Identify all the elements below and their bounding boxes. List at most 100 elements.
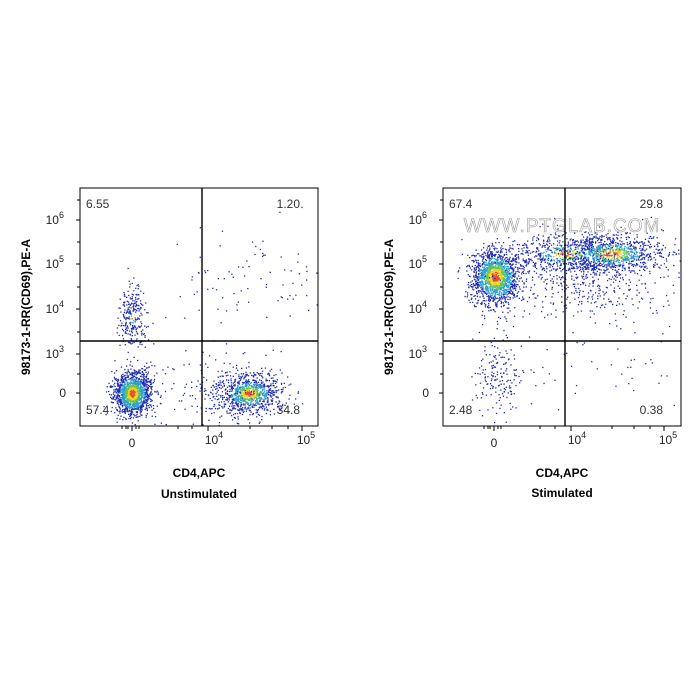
event-dot: [488, 277, 490, 280]
event-dot: [494, 262, 496, 264]
event-dot: [569, 256, 571, 258]
event-dot: [123, 386, 125, 388]
event-dot: [501, 245, 503, 247]
event-dot: [143, 383, 145, 385]
event-dot: [538, 243, 540, 245]
event-dot: [576, 255, 579, 257]
event-dot: [600, 265, 602, 267]
event-dot: [494, 278, 496, 280]
event-dot: [118, 405, 120, 408]
event-dot: [536, 255, 538, 257]
event-dot: [118, 404, 120, 406]
event-dot: [124, 404, 126, 406]
event-dot: [144, 408, 146, 411]
event-dot: [486, 249, 488, 251]
event-dot: [575, 273, 577, 276]
event-dot: [135, 287, 137, 289]
event-dot: [570, 244, 572, 246]
event-dot: [237, 409, 240, 411]
event-dot: [142, 329, 144, 331]
event-dot: [595, 252, 597, 254]
event-dot: [490, 309, 492, 311]
event-dot: [123, 403, 126, 405]
event-dot: [130, 368, 132, 370]
event-dot: [562, 258, 564, 261]
event-dot: [523, 272, 525, 274]
event-dot: [534, 265, 536, 267]
event-dot: [145, 407, 147, 409]
event-dot: [473, 268, 476, 270]
event-dot: [136, 327, 138, 329]
event-dot: [143, 378, 146, 380]
event-dot: [130, 313, 132, 316]
event-dot: [474, 284, 476, 286]
event-dot: [130, 307, 132, 309]
event-dot: [237, 409, 239, 411]
event-dot: [135, 308, 137, 311]
event-dot: [495, 264, 497, 266]
event-dot: [232, 382, 234, 384]
event-dot: [250, 396, 252, 398]
event-dot: [275, 391, 277, 394]
event-dot: [235, 397, 237, 399]
event-dot: [235, 389, 237, 391]
event-dot: [256, 391, 258, 393]
event-dot: [121, 391, 123, 393]
event-dot: [488, 304, 490, 307]
event-dot: [509, 282, 512, 284]
event-dot: [146, 381, 148, 384]
event-dot: [217, 385, 219, 387]
event-dot: [579, 254, 582, 257]
event-dot: [141, 414, 143, 416]
event-dot: [157, 392, 159, 394]
event-dot: [482, 281, 484, 283]
event-dot: [117, 414, 119, 416]
event-dot: [511, 247, 513, 250]
event-dot: [116, 400, 118, 402]
event-dot: [123, 304, 125, 306]
event-dot: [110, 401, 113, 403]
event-dot: [139, 415, 141, 418]
event-dot: [602, 251, 604, 253]
event-dot: [582, 270, 585, 272]
event-dot: [223, 383, 225, 385]
event-dot: [237, 406, 239, 408]
event-dot: [525, 247, 528, 249]
event-dot: [257, 395, 260, 397]
event-dot: [487, 254, 489, 257]
event-dot: [191, 395, 194, 397]
event-dot: [137, 401, 139, 403]
event-dot: [494, 262, 497, 265]
event-dot: [589, 250, 592, 252]
event-dot: [244, 384, 246, 387]
event-dot: [501, 282, 503, 284]
event-dot: [468, 299, 470, 301]
event-dot: [144, 369, 147, 371]
event-dot: [130, 361, 132, 363]
event-dot: [142, 384, 144, 386]
event-dot: [240, 290, 242, 292]
event-dot: [246, 381, 249, 383]
event-dot: [144, 379, 146, 381]
event-dot: [504, 275, 506, 277]
event-dot: [495, 285, 497, 287]
event-dot: [501, 285, 503, 287]
event-dot: [96, 409, 98, 411]
event-dot: [117, 383, 119, 385]
event-dot: [141, 386, 143, 388]
event-dot: [255, 245, 257, 248]
event-dot: [146, 393, 148, 395]
event-dot: [147, 381, 150, 383]
event-dot: [481, 280, 483, 282]
event-dot: [127, 333, 129, 335]
event-dot: [485, 304, 487, 306]
event-dot: [556, 244, 559, 246]
event-dot: [485, 280, 487, 282]
event-dot: [131, 385, 133, 388]
event-dot: [546, 251, 548, 253]
event-dot: [279, 401, 281, 403]
event-dot: [129, 286, 131, 288]
event-dot: [128, 330, 131, 332]
event-dot: [131, 387, 133, 390]
event-dot: [267, 394, 270, 396]
